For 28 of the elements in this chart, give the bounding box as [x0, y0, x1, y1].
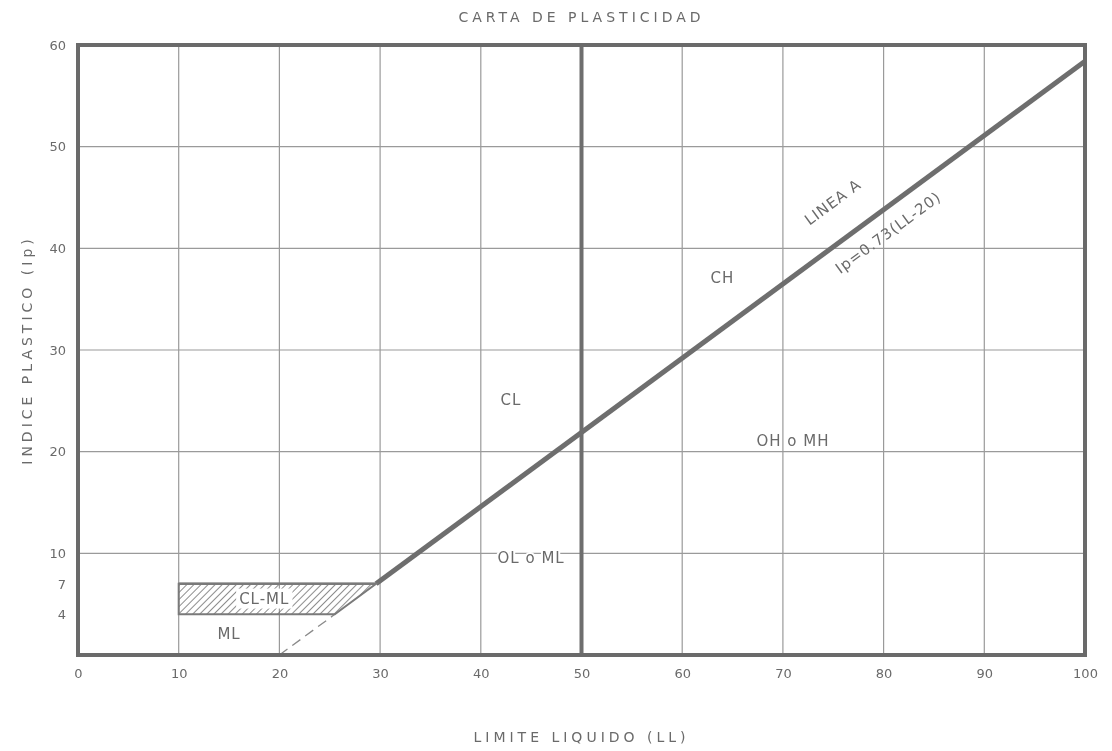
x-tick-label: 40	[473, 666, 490, 682]
x-tick-label: 100	[1073, 666, 1098, 682]
y-tick-label: 4	[57, 606, 66, 622]
x-tick-label: 30	[372, 666, 389, 682]
x-tick-label: 0	[74, 666, 83, 682]
annotation: ML	[217, 625, 241, 644]
y-tick-label: 30	[49, 342, 66, 358]
x-axis-title: LIMITE LIQUIDO (LL)	[473, 729, 690, 745]
y-tick-label: 20	[49, 444, 66, 460]
y-tick-label: 60	[49, 37, 66, 53]
annotation: OH o MH	[756, 432, 830, 450]
y-tick-label: 7	[57, 576, 66, 592]
y-tick-label: 10	[49, 545, 66, 561]
x-tick-label: 60	[674, 666, 691, 682]
y-axis-title: INDICE PLASTICO (Ip)	[19, 235, 35, 465]
x-tick-label: 20	[271, 666, 289, 682]
x-tick-label: 90	[976, 666, 994, 682]
annotation: OL o ML	[497, 548, 565, 567]
x-tick-label: 80	[875, 666, 893, 682]
x-tick-label: 50	[573, 666, 591, 682]
y-tick-label: 50	[49, 139, 66, 155]
x-tick-label: 10	[170, 666, 188, 682]
annotation: CL-ML	[239, 589, 290, 608]
y-tick-label: 40	[49, 240, 66, 256]
annotation: CL	[500, 391, 522, 410]
annotation: CH	[710, 269, 735, 288]
chart-title: CARTA DE PLASTICIDAD	[458, 9, 705, 25]
x-tick-label: 70	[775, 666, 792, 682]
